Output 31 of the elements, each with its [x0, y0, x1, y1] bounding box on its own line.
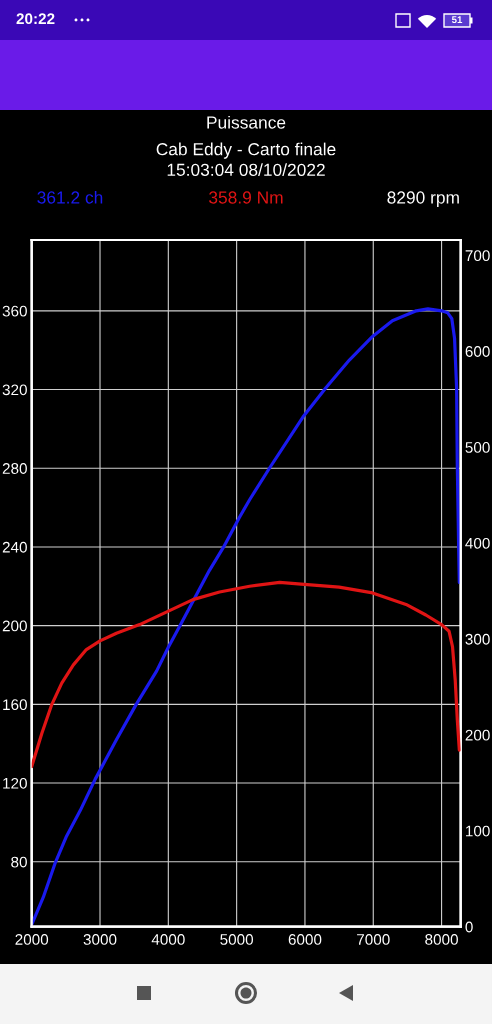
- y2-tick-label: 200: [465, 729, 490, 741]
- text: 51: [451, 16, 463, 24]
- x-tick-label: 4000: [151, 934, 185, 945]
- y-tick-label: 160: [3, 699, 27, 711]
- line-series: [31, 580, 461, 769]
- y-tick-label: 320: [2, 384, 27, 396]
- chart-title: Puissance: [207, 115, 286, 129]
- x-tick-label: 5000: [220, 934, 254, 945]
- y-tick-label: 280: [2, 463, 27, 474]
- y-tick-label: 240: [2, 541, 27, 553]
- y2-tick-label: 100: [466, 825, 490, 837]
- y2-tick-label: 600: [465, 346, 490, 357]
- x-tick-label: 3000: [83, 934, 117, 945]
- y-tick-label: 200: [2, 620, 27, 632]
- text: 358.9 Nm: [209, 191, 283, 204]
- x-tick-label: 6000: [288, 934, 322, 945]
- y2-tick-label: 0: [465, 921, 473, 933]
- y2-tick-label: 700: [465, 250, 490, 262]
- text: 8290 rpm: [387, 191, 459, 208]
- y-tick-label: 360: [2, 305, 27, 317]
- text: 361.2 ch: [37, 190, 103, 204]
- x-tick-label: 2000: [15, 934, 49, 945]
- text: 20:22: [16, 13, 55, 25]
- x-tick-label: 8000: [425, 934, 458, 945]
- y2-tick-label: 400: [465, 537, 490, 549]
- x-tick-label: 7000: [357, 934, 390, 945]
- y2-tick-label: 300: [465, 633, 490, 645]
- y-tick-label: 80: [11, 856, 27, 868]
- chart-subtitle: Cab Eddy - Carto finale 15:03:04 08/10/2022: [156, 142, 336, 176]
- y-tick-label: 120: [3, 777, 27, 789]
- y2-tick-label: 500: [465, 442, 490, 453]
